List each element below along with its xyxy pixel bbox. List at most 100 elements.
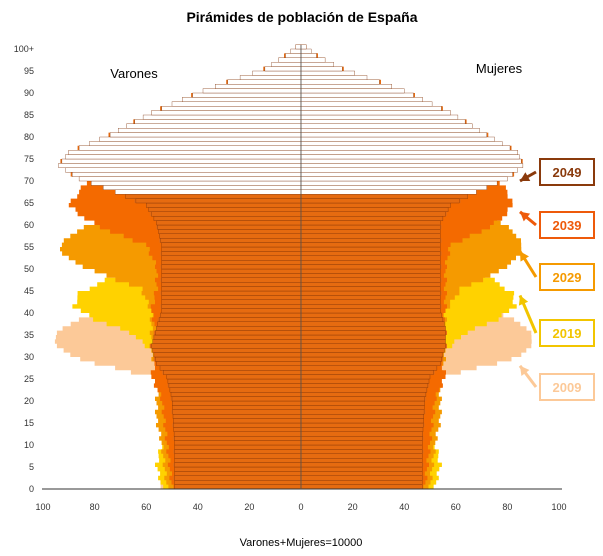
bar-2049-men bbox=[161, 295, 302, 300]
bar-2049-men bbox=[72, 172, 302, 177]
bar-2049-men bbox=[155, 330, 302, 336]
bar-2049-women bbox=[300, 414, 424, 419]
y-tick-label: 90 bbox=[24, 88, 34, 98]
bar-2049-men bbox=[151, 343, 302, 349]
bar-2049-men bbox=[146, 202, 302, 208]
bar-2049-men bbox=[174, 453, 302, 459]
bar-2049-men bbox=[152, 348, 302, 353]
badge-label-2029: 2029 bbox=[553, 270, 582, 285]
bar-2049-men bbox=[134, 119, 302, 124]
bar-2049-men bbox=[202, 88, 302, 94]
bar-2049-women bbox=[300, 229, 441, 234]
bar-2049-men bbox=[171, 101, 302, 107]
x-tick-label: 80 bbox=[90, 502, 100, 512]
bar-2049-women bbox=[300, 295, 441, 300]
bar-2049-men bbox=[58, 163, 302, 168]
x-tick-label: 60 bbox=[141, 502, 151, 512]
bar-2049-women bbox=[300, 75, 368, 80]
bar-2049-men bbox=[173, 418, 302, 424]
bar-2049-men bbox=[125, 194, 302, 199]
bar-2049-men bbox=[118, 128, 302, 133]
bar-2049-women bbox=[300, 167, 518, 173]
bar-2049-men bbox=[161, 273, 302, 278]
bar-2049-women bbox=[300, 207, 449, 212]
bar-2049-men bbox=[161, 242, 302, 248]
bar-2049-women bbox=[300, 136, 495, 142]
bar-2049-women bbox=[300, 444, 423, 450]
badge-label-2039: 2039 bbox=[553, 218, 582, 233]
bar-2049-men bbox=[161, 246, 302, 252]
y-tick-label: 65 bbox=[24, 198, 34, 208]
x-axis-label: Varones+Mujeres=10000 bbox=[240, 537, 363, 549]
bar-2049-women bbox=[300, 273, 441, 278]
bar-2049-men bbox=[295, 44, 302, 50]
bar-2049-men bbox=[215, 84, 302, 89]
bar-2049-women bbox=[300, 370, 434, 375]
bar-2049-women bbox=[300, 387, 428, 393]
bar-2049-women bbox=[300, 334, 446, 340]
bar-2049-men bbox=[91, 180, 302, 186]
bar-2049-women bbox=[300, 216, 444, 221]
bar-2049-men bbox=[161, 282, 302, 287]
badge-box-2039 bbox=[539, 211, 595, 239]
bar-2049-women bbox=[300, 299, 441, 305]
bar-2049-men bbox=[78, 145, 302, 151]
arrowhead-2039 bbox=[520, 211, 531, 222]
bar-2049-men bbox=[99, 136, 302, 142]
bar-2049-men bbox=[156, 220, 302, 226]
bar-2049-women bbox=[300, 189, 477, 195]
bar-2049-women bbox=[300, 202, 451, 208]
bar-2049-women bbox=[300, 246, 441, 252]
bar-2049-women bbox=[300, 180, 498, 186]
bar-2049-men bbox=[174, 458, 302, 463]
bar-2049-men bbox=[61, 158, 302, 164]
bar-2049-men bbox=[135, 198, 302, 204]
x-tick-label: 40 bbox=[193, 502, 203, 512]
bar-2049-women bbox=[300, 57, 326, 63]
y-tick-label: 30 bbox=[24, 352, 34, 362]
bar-2049-men bbox=[161, 290, 302, 296]
bar-2049-women bbox=[300, 264, 441, 270]
bar-2049-women bbox=[300, 339, 446, 344]
bar-2049-women bbox=[300, 53, 317, 58]
bar-2049-men bbox=[152, 339, 302, 344]
bar-2049-men bbox=[161, 308, 302, 314]
bar-2049-men bbox=[65, 154, 302, 160]
bar-2049-men bbox=[103, 185, 302, 190]
bar-2049-women bbox=[300, 290, 441, 296]
x-tick-label: 100 bbox=[35, 502, 50, 512]
bar-2049-women bbox=[300, 79, 380, 85]
bar-2049-women bbox=[300, 458, 423, 463]
x-tick-label: 80 bbox=[502, 502, 512, 512]
bar-2049-women bbox=[300, 449, 423, 454]
bar-2049-men bbox=[161, 268, 302, 274]
bar-2049-men bbox=[172, 405, 302, 410]
bar-2049-women bbox=[300, 198, 460, 204]
bar-2049-women bbox=[300, 132, 487, 138]
bar-2049-men bbox=[161, 251, 302, 256]
bar-2049-men bbox=[157, 321, 302, 327]
left-side-label: Varones bbox=[110, 66, 158, 81]
bar-2049-men bbox=[166, 374, 302, 380]
badge-box-2049 bbox=[539, 158, 595, 186]
bar-2049-women bbox=[300, 330, 446, 336]
bar-2049-women bbox=[300, 110, 451, 116]
badge-box-2009 bbox=[539, 373, 595, 401]
y-tick-label: 95 bbox=[24, 66, 34, 76]
bar-2049-men bbox=[151, 110, 302, 116]
bar-2049-men bbox=[148, 207, 302, 212]
bar-2049-men bbox=[161, 264, 302, 270]
bar-2049-women bbox=[300, 286, 441, 292]
bar-2049-men bbox=[172, 414, 302, 419]
bar-2049-women bbox=[300, 466, 423, 472]
bar-2049-women bbox=[300, 436, 423, 441]
bar-2049-women bbox=[300, 97, 423, 102]
bar-2049-men bbox=[153, 352, 302, 358]
x-tick-label: 20 bbox=[348, 502, 358, 512]
bar-2049-men bbox=[174, 475, 302, 481]
bar-2049-women bbox=[300, 378, 430, 384]
bar-2049-women bbox=[300, 312, 442, 318]
bar-2049-men bbox=[174, 449, 302, 454]
bar-2049-men bbox=[159, 233, 302, 239]
bar-2049-men bbox=[115, 189, 302, 195]
